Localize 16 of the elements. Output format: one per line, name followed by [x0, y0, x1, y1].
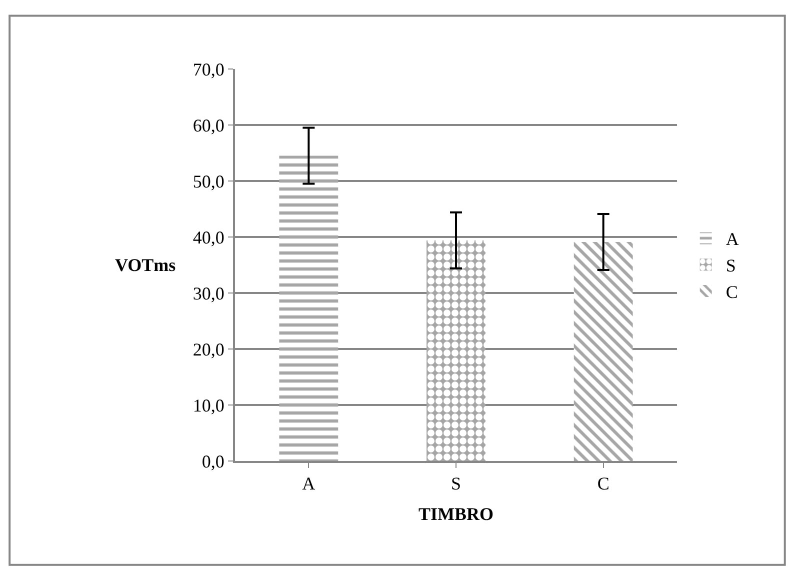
x-tick-label: C — [597, 474, 610, 494]
text: S — [726, 256, 736, 276]
x-tick-label: S — [450, 474, 462, 494]
y-axis-title: VOTms — [115, 255, 176, 275]
y-tick-label: 0,0 — [202, 451, 224, 472]
text: C — [726, 282, 738, 302]
y-tick-label: 40,0 — [192, 227, 224, 248]
x-axis-title: TIMBRO — [418, 504, 494, 524]
text: A — [726, 229, 739, 250]
y-tick-label: 70,0 — [192, 59, 224, 80]
y-tick-label: 10,0 — [192, 395, 224, 416]
x-tick-label: A — [302, 474, 316, 494]
y-tick-label: 50,0 — [192, 171, 224, 192]
y-tick-label: 60,0 — [192, 115, 224, 136]
y-tick-label: 30,0 — [192, 283, 224, 304]
y-tick-label: 20,0 — [192, 339, 224, 360]
